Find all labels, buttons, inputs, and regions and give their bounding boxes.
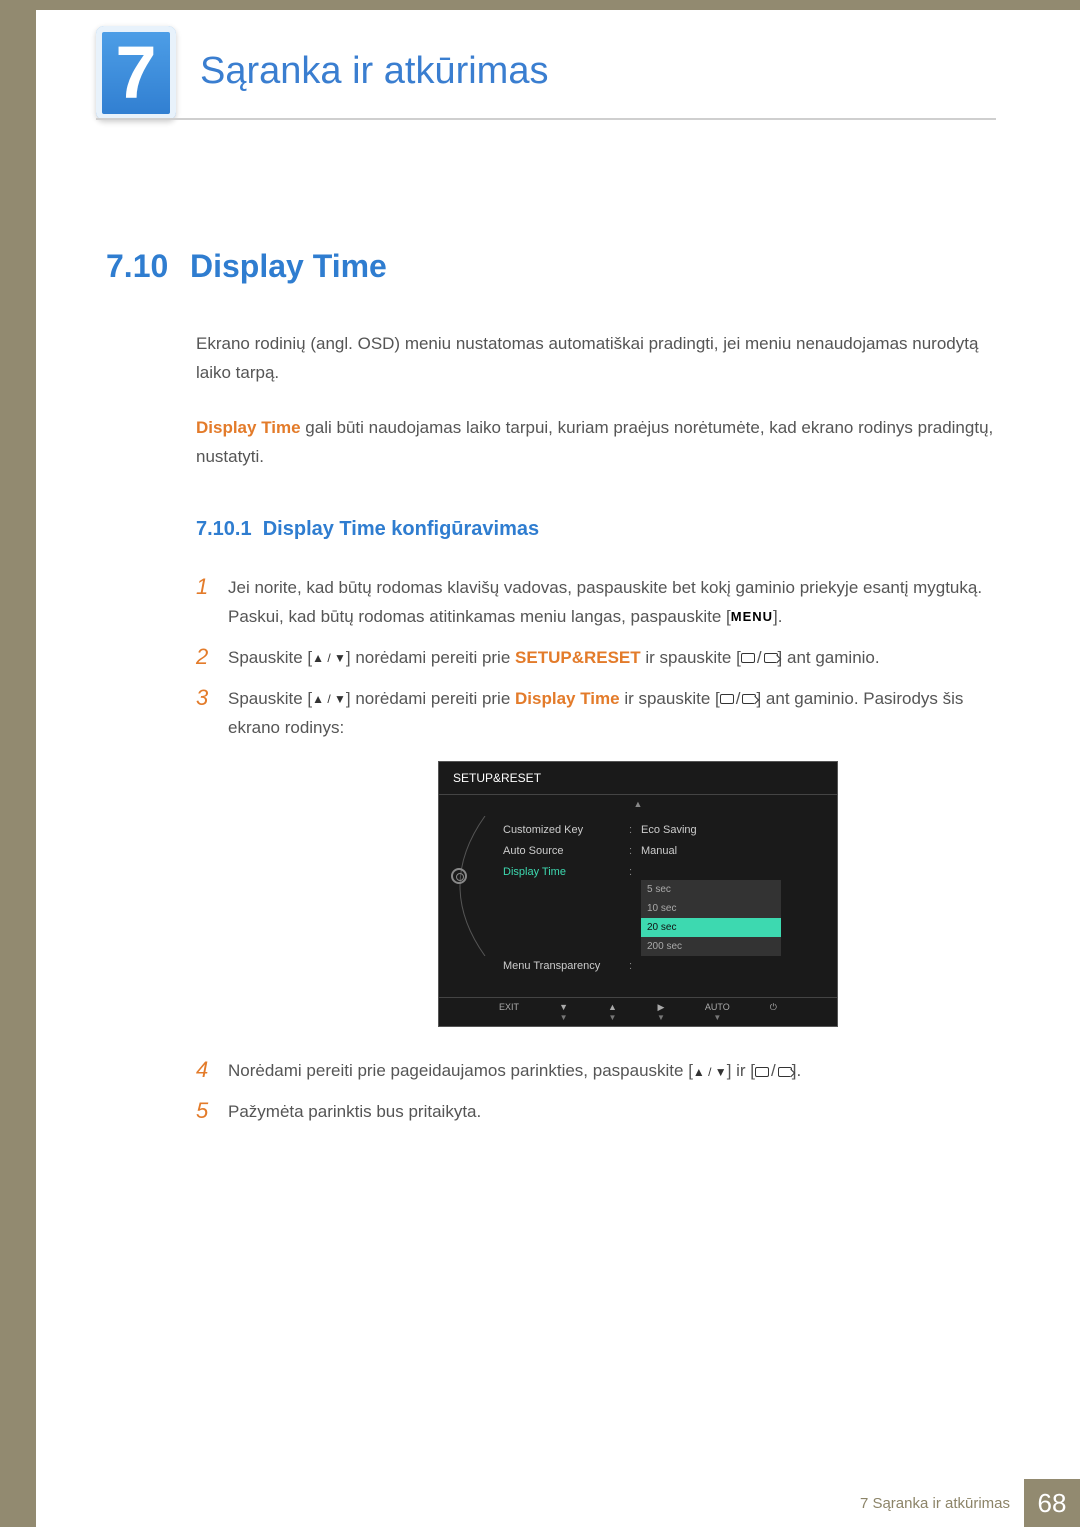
osd-arc-graphic: [439, 820, 499, 977]
page-footer: 7 Sąranka ir atkūrimas 68: [0, 1479, 1080, 1527]
osd-row-colon: :: [629, 957, 641, 976]
osd-menu: Customized Key:Eco SavingAuto Source:Man…: [499, 820, 837, 977]
osd-footer-item: ▲▼: [608, 1002, 617, 1022]
section-number: 7.10: [106, 248, 168, 285]
step-3-number: 3: [196, 685, 228, 711]
step-2-number: 2: [196, 644, 228, 670]
osd-option: 20 sec: [641, 918, 781, 937]
step-1-number: 1: [196, 574, 228, 600]
intro-paragraph-2: Display Time gali būti naudojamas laiko …: [196, 414, 996, 472]
osd-row-label: Auto Source: [499, 842, 629, 861]
osd-footer-item: ▼▼: [559, 1002, 568, 1022]
step-5: 5 Pažymėta parinktis bus pritaikyta.: [196, 1098, 996, 1127]
step-4-body: Norėdami pereiti prie pageidaujamos pari…: [228, 1057, 996, 1086]
step-5-body: Pažymėta parinktis bus pritaikyta.: [228, 1098, 996, 1127]
step-2-text-e: ] ant gaminio.: [778, 648, 880, 667]
intro-paragraph-2-rest: gali būti naudojamas laiko tarpui, kuria…: [196, 418, 993, 466]
step-2-text-a: Spauskite [: [228, 648, 312, 667]
osd-row-label: Display Time: [499, 863, 629, 882]
intro-paragraph-1: Ekrano rodinių (angl. OSD) meniu nustato…: [196, 330, 996, 388]
osd-row-colon: :: [629, 842, 641, 861]
header-divider: [96, 118, 996, 120]
osd-title: SETUP&RESET: [439, 762, 837, 795]
step-3-body: Spauskite [▲ / ▼] norėdami pereiti prie …: [228, 685, 996, 1046]
source-enter-icon: /: [741, 644, 778, 673]
step-1-text-b: ].: [773, 607, 782, 626]
chapter-title: Sąranka ir atkūrimas: [200, 50, 548, 93]
osd-submenu: 5 sec10 sec20 sec200 sec: [641, 880, 781, 956]
osd-row-value: [641, 863, 837, 882]
osd-menu-row: Menu Transparency:: [499, 956, 837, 977]
osd-row-value: Eco Saving: [641, 821, 837, 840]
step-1-body: Jei norite, kad būtų rodomas klavišų vad…: [228, 574, 996, 632]
step-4-text-a: Norėdami pereiti prie pageidaujamos pari…: [228, 1061, 693, 1080]
step-4-text-b: ] ir [: [727, 1061, 755, 1080]
osd-option: 10 sec: [641, 899, 781, 918]
setup-reset-keyword: SETUP&RESET: [515, 648, 641, 667]
page-number: 68: [1024, 1479, 1080, 1527]
menu-button-label: MENU: [731, 606, 773, 628]
step-3-text-b: ] norėdami pereiti prie: [346, 689, 515, 708]
step-2: 2 Spauskite [▲ / ▼] norėdami pereiti pri…: [196, 644, 996, 673]
step-3-text-a: Spauskite [: [228, 689, 312, 708]
osd-row-colon: :: [629, 821, 641, 840]
up-down-triangle-icon: ▲ / ▼: [312, 689, 346, 709]
steps-list: 1 Jei norite, kad būtų rodomas klavišų v…: [196, 574, 996, 1139]
top-accent-bar: [0, 0, 1080, 10]
osd-row-colon: :: [629, 863, 641, 882]
osd-menu-row: Customized Key:Eco Saving: [499, 820, 837, 841]
osd-row-value: [641, 957, 837, 976]
osd-menu-row: Display Time:: [499, 862, 837, 883]
step-1: 1 Jei norite, kad būtų rodomas klavišų v…: [196, 574, 996, 632]
step-2-body: Spauskite [▲ / ▼] norėdami pereiti prie …: [228, 644, 996, 673]
step-4: 4 Norėdami pereiti prie pageidaujamos pa…: [196, 1057, 996, 1086]
display-time-keyword: Display Time: [515, 689, 620, 708]
osd-menu-row: Auto Source:Manual: [499, 841, 837, 862]
osd-footer-item: AUTO▼: [705, 1002, 730, 1022]
osd-option: 200 sec: [641, 937, 781, 956]
osd-row-label: Menu Transparency: [499, 957, 629, 976]
section-title: Display Time: [190, 248, 387, 285]
osd-body: Customized Key:Eco SavingAuto Source:Man…: [439, 814, 837, 997]
display-time-keyword: Display Time: [196, 418, 301, 437]
osd-footer-item: ⏻: [770, 1002, 777, 1022]
osd-row-value: Manual: [641, 842, 837, 861]
step-4-number: 4: [196, 1057, 228, 1083]
footer-chapter-text: 7 Sąranka ir atkūrimas: [860, 1495, 1024, 1512]
step-3-text-d: ir spauskite [: [620, 689, 720, 708]
subsection-title: Display Time konfigūravimas: [263, 518, 539, 540]
osd-up-arrow-icon: ▲: [439, 795, 837, 814]
chapter-number-badge: 7: [96, 26, 176, 120]
step-3: 3 Spauskite [▲ / ▼] norėdami pereiti pri…: [196, 685, 996, 1046]
source-enter-icon: /: [755, 1057, 792, 1086]
osd-option: 5 sec: [641, 880, 781, 899]
osd-row-label: Customized Key: [499, 821, 629, 840]
step-1-text-a: Jei norite, kad būtų rodomas klavišų vad…: [228, 578, 982, 626]
osd-footer: EXIT ▼▼ ▲▼ ▶▼ AUTO▼ ⏻: [439, 997, 837, 1026]
source-enter-icon: /: [720, 685, 757, 714]
subsection-number: 7.10.1: [196, 518, 252, 540]
up-down-triangle-icon: ▲ / ▼: [312, 648, 346, 668]
osd-footer-item: ▶▼: [657, 1002, 665, 1022]
step-5-number: 5: [196, 1098, 228, 1124]
osd-screenshot: SETUP&RESET ▲ Customized Key:Eco SavingA…: [438, 761, 838, 1028]
step-2-text-b: ] norėdami pereiti prie: [346, 648, 515, 667]
side-accent-bar: [0, 0, 36, 1527]
subsection-heading: 7.10.1 Display Time konfigūravimas: [196, 518, 539, 541]
up-down-triangle-icon: ▲ / ▼: [693, 1062, 727, 1082]
osd-footer-item: EXIT: [499, 1002, 519, 1022]
step-2-text-d: ir spauskite [: [641, 648, 741, 667]
